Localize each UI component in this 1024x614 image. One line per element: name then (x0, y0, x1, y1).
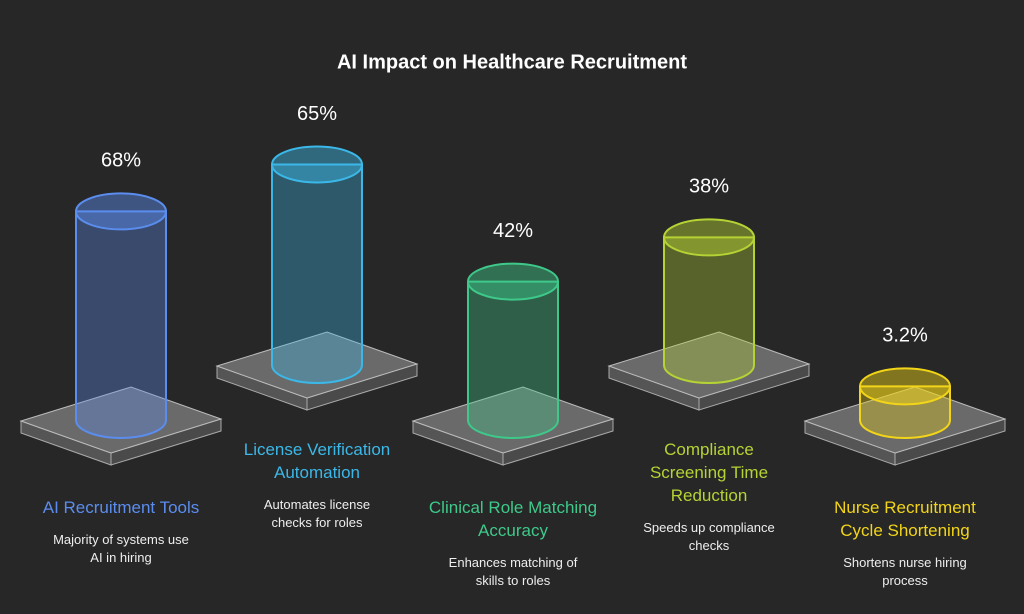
value-label: 3.2% (882, 325, 928, 347)
value-label: 68% (101, 150, 141, 172)
value-label: 65% (297, 103, 337, 125)
cylinder (467, 280, 559, 439)
category-label: Clinical Role Matching Accuracy (428, 498, 598, 540)
category-label: AI Recruitment Tools (42, 498, 200, 517)
chart-title: AI Impact on Healthcare Recruitment (337, 51, 687, 73)
cylinder (663, 236, 755, 384)
category-label: License Verification Automation (243, 440, 391, 482)
label-group: Compliance Screening Time Reduction Speed… (624, 438, 794, 555)
cylinder-top (75, 192, 167, 231)
category-label: Nurse Recruitment Cycle Shortening (834, 498, 976, 540)
platform (215, 331, 419, 399)
category-label: Compliance Screening Time Reduction (649, 440, 769, 505)
platform (607, 331, 811, 399)
cylinder-top (663, 218, 755, 257)
description: Automates license checks for roles (263, 497, 371, 530)
description: Enhances matching of skills to roles (448, 555, 578, 588)
label-group: Nurse Recruitment Cycle Shortening Shorte… (820, 496, 990, 590)
cylinder-top (467, 262, 559, 301)
cylinder-top (271, 145, 363, 184)
value-label: 38% (689, 176, 729, 198)
description: Shortens nurse hiring process (843, 555, 967, 588)
label-group: AI Recruitment Tools Majority of systems … (36, 496, 206, 567)
description: Speeds up compliance checks (643, 520, 775, 553)
label-group: License Verification Automation Automates… (232, 438, 402, 532)
label-group: Clinical Role Matching Accuracy Enhances … (428, 496, 598, 590)
cylinder (271, 163, 363, 384)
cylinder (75, 210, 167, 439)
value-label: 42% (493, 220, 533, 242)
cylinder (859, 385, 951, 439)
platform (803, 386, 1007, 454)
cylinder-top (859, 367, 951, 406)
description: Majority of systems use AI in hiring (53, 532, 189, 565)
platform (19, 386, 223, 454)
platform (411, 386, 615, 454)
